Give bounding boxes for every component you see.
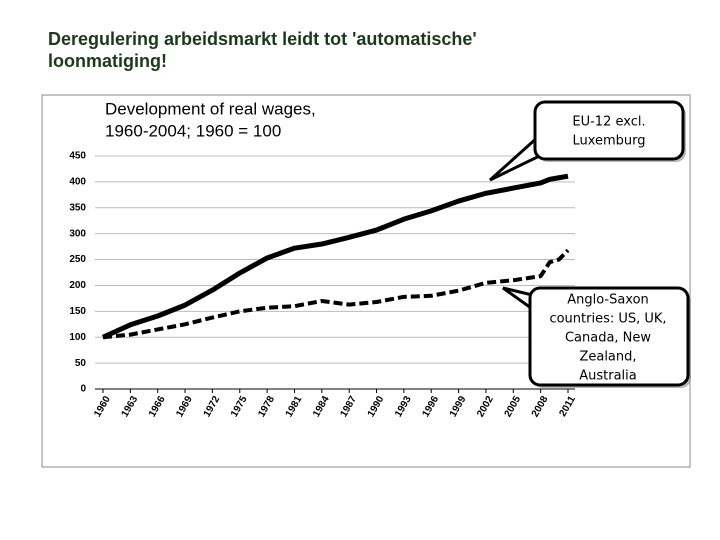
- callout-text: EU-12 excl.: [572, 115, 645, 130]
- y-tick-label: 0: [80, 384, 86, 395]
- y-tick-label: 150: [69, 306, 86, 317]
- y-tick-label: 350: [69, 202, 86, 213]
- callout-text: countries: US, UK,: [549, 312, 666, 327]
- chart-title: 1960-2004; 1960 = 100: [105, 121, 281, 140]
- callout-text: Zealand,: [579, 350, 636, 365]
- slide-title-1: Deregulering arbeidsmarkt leidt tot 'aut…: [48, 29, 477, 71]
- y-tick-label: 400: [69, 177, 86, 188]
- series-line: [102, 248, 570, 340]
- callout-box: [533, 100, 685, 161]
- callout: Anglo-Saxon countries: US, UK, Canada, N…: [502, 286, 691, 388]
- callout-text: Anglo-Saxon: [567, 293, 649, 308]
- y-tick-label: 300: [69, 228, 86, 239]
- y-tick-label: 250: [69, 254, 86, 265]
- chart-title: Development of real wages,: [105, 99, 316, 118]
- y-tick-label: 450: [69, 151, 86, 162]
- callout-text: Australia: [579, 369, 637, 384]
- callout-box: [528, 286, 690, 387]
- callout-text: Canada, New: [565, 331, 651, 346]
- callout-text: Luxemburg: [572, 134, 645, 149]
- y-tick-label: 50: [75, 358, 87, 369]
- series-line: [101, 173, 569, 340]
- y-tick-label: 200: [69, 280, 86, 291]
- callout: EU-12 excl. Luxemburg: [488, 100, 686, 182]
- y-tick-label: 100: [69, 332, 86, 343]
